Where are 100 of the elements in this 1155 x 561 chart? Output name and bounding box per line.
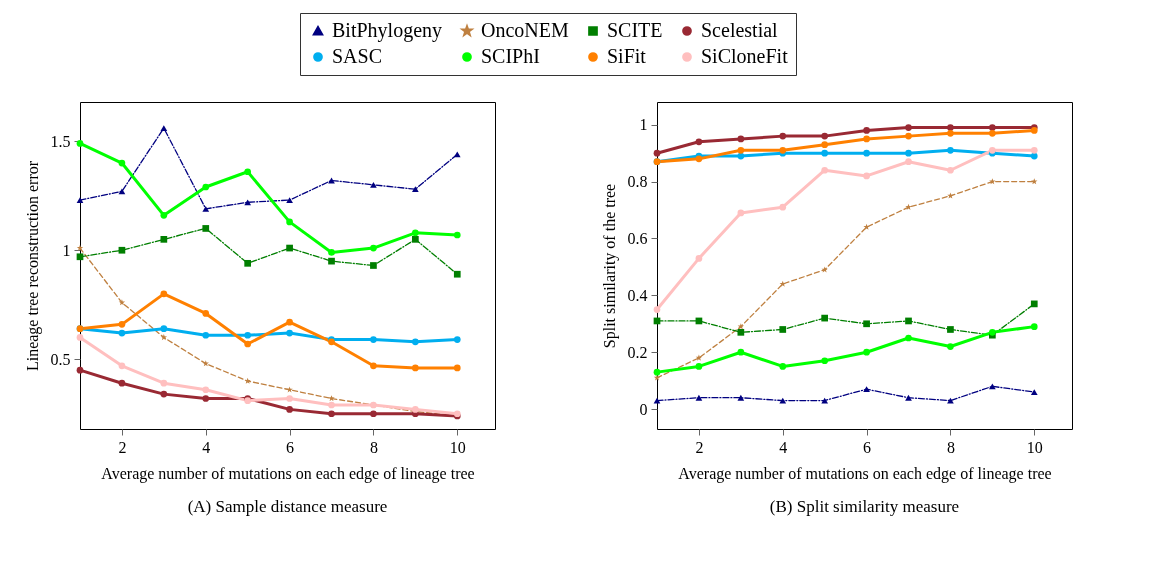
point bbox=[905, 394, 912, 401]
point bbox=[286, 386, 293, 393]
point bbox=[737, 152, 745, 160]
point bbox=[863, 320, 870, 328]
point bbox=[453, 231, 461, 239]
point bbox=[118, 379, 126, 387]
y-tick-label: 0.4 bbox=[627, 286, 648, 304]
point bbox=[905, 203, 912, 210]
text: (A) Sample distance measure bbox=[187, 497, 388, 516]
point bbox=[779, 132, 787, 140]
y-axis-title: Lineage tree reconstruction error bbox=[23, 160, 42, 372]
point bbox=[947, 166, 954, 174]
point bbox=[821, 166, 829, 174]
point bbox=[821, 132, 829, 140]
point bbox=[328, 401, 335, 409]
point bbox=[947, 343, 954, 350]
point bbox=[821, 141, 829, 148]
legend-label: SCITE bbox=[607, 19, 663, 41]
y-axis-title: Split similarity of the tree bbox=[600, 183, 619, 349]
point bbox=[863, 348, 870, 356]
point bbox=[118, 299, 126, 306]
point bbox=[202, 205, 210, 212]
point bbox=[286, 197, 293, 203]
legend-label: Scelestial bbox=[701, 19, 779, 41]
y-tick-label: 1 bbox=[62, 241, 71, 259]
point bbox=[653, 306, 661, 313]
x-axis-title: Average number of mutations on each edge of lineage tree bbox=[101, 464, 475, 483]
point bbox=[160, 325, 168, 333]
x-tick-label: 6 bbox=[286, 438, 295, 456]
point bbox=[160, 290, 168, 298]
x-tick-label: 8 bbox=[946, 438, 955, 456]
point bbox=[370, 410, 377, 418]
point bbox=[1030, 300, 1038, 308]
y-tick-label: 0.5 bbox=[50, 350, 71, 368]
point bbox=[412, 229, 419, 237]
point bbox=[160, 125, 168, 132]
point bbox=[202, 183, 210, 191]
point bbox=[737, 146, 745, 154]
point bbox=[947, 326, 954, 333]
point bbox=[160, 334, 168, 341]
point bbox=[905, 334, 912, 342]
point bbox=[905, 124, 912, 131]
y-tick-label: 0 bbox=[639, 400, 648, 418]
point bbox=[244, 377, 251, 384]
point bbox=[370, 362, 377, 370]
point bbox=[695, 255, 703, 262]
point bbox=[737, 135, 745, 143]
point bbox=[453, 336, 461, 343]
point bbox=[947, 124, 954, 131]
point bbox=[695, 138, 703, 146]
point bbox=[286, 244, 293, 252]
point bbox=[695, 363, 703, 370]
point bbox=[328, 410, 335, 418]
point bbox=[244, 259, 252, 267]
point bbox=[453, 270, 461, 278]
point bbox=[286, 395, 293, 402]
point bbox=[453, 364, 461, 372]
point bbox=[370, 244, 377, 252]
point bbox=[737, 323, 745, 330]
point bbox=[863, 172, 870, 180]
legend-label: SASC bbox=[332, 45, 383, 67]
point bbox=[286, 218, 293, 226]
point bbox=[737, 209, 745, 217]
point bbox=[244, 168, 252, 176]
point bbox=[118, 329, 126, 337]
x-tick-label: 4 bbox=[779, 438, 788, 456]
point bbox=[370, 336, 377, 343]
point bbox=[737, 328, 745, 336]
point bbox=[160, 235, 168, 243]
point bbox=[118, 246, 126, 254]
x-tick-label: 2 bbox=[695, 438, 704, 456]
point bbox=[863, 386, 870, 393]
legend-label: SiCloneFit bbox=[701, 45, 789, 67]
x-tick-label: 2 bbox=[118, 438, 127, 456]
point bbox=[863, 127, 870, 134]
point bbox=[160, 212, 168, 219]
point bbox=[1030, 323, 1038, 330]
point bbox=[821, 149, 829, 157]
point bbox=[286, 329, 293, 337]
point bbox=[653, 368, 661, 376]
point bbox=[118, 321, 126, 328]
point bbox=[863, 135, 870, 143]
y-tick-label: 0.2 bbox=[627, 343, 648, 361]
point bbox=[160, 390, 168, 398]
point bbox=[947, 146, 954, 154]
point bbox=[779, 326, 787, 333]
point bbox=[202, 331, 210, 339]
point bbox=[244, 331, 252, 339]
x-tick-label: 10 bbox=[1026, 438, 1043, 456]
point bbox=[202, 395, 210, 402]
point bbox=[779, 203, 787, 211]
point bbox=[328, 395, 335, 402]
text: (B) Split similarity measure bbox=[769, 497, 960, 516]
point bbox=[821, 314, 829, 322]
y-tick-label: 0.6 bbox=[627, 229, 648, 247]
point bbox=[76, 366, 84, 374]
point bbox=[779, 280, 786, 287]
x-tick-label: 10 bbox=[449, 438, 466, 456]
legend-label: OncoNEM bbox=[481, 19, 569, 41]
point bbox=[1030, 152, 1038, 160]
